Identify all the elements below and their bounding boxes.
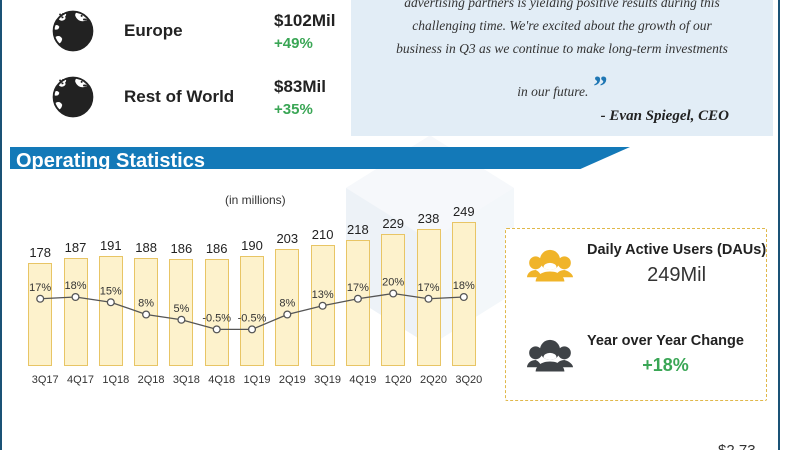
svg-text:18%: 18% [453,280,475,292]
svg-text:17%: 17% [347,282,369,294]
svg-text:13%: 13% [312,289,334,301]
svg-text:17%: 17% [29,282,51,294]
svg-text:17%: 17% [417,282,439,294]
svg-text:8%: 8% [279,298,295,310]
svg-text:5%: 5% [173,303,189,315]
svg-text:18%: 18% [64,280,86,292]
svg-text:8%: 8% [138,298,154,310]
svg-text:20%: 20% [382,277,404,289]
svg-text:-0.5%: -0.5% [202,312,231,324]
svg-text:-0.5%: -0.5% [238,312,267,324]
svg-text:15%: 15% [100,285,122,297]
